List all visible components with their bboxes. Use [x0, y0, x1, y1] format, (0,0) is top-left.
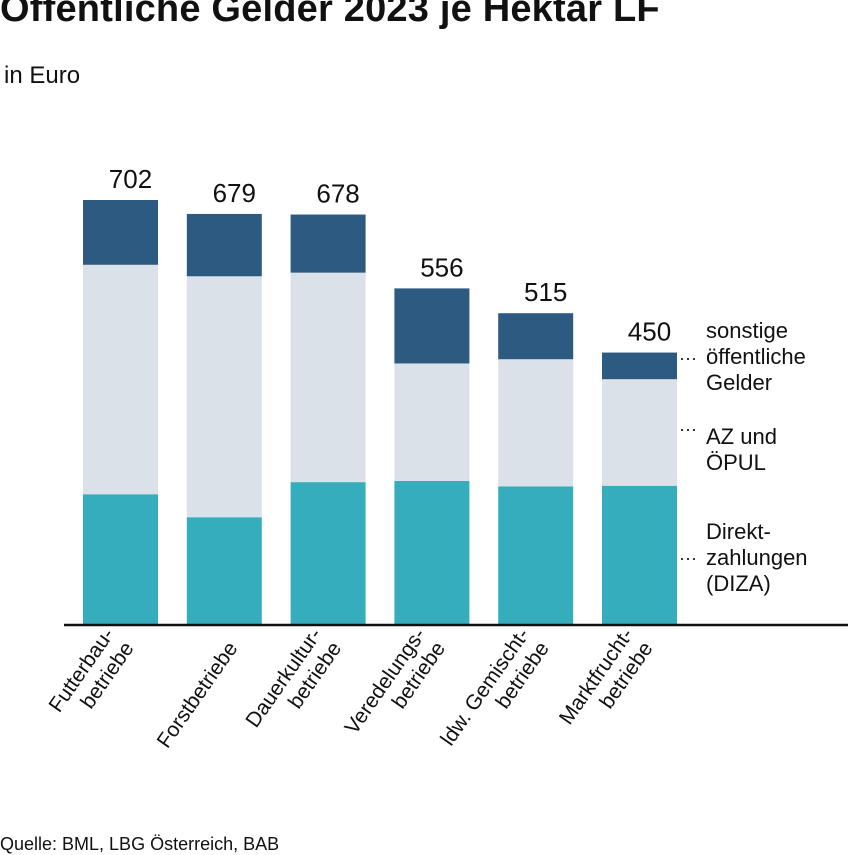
category-label-5: Marktfrucht-betriebe [555, 624, 658, 729]
chart-title: Öffentliche Gelder 2023 je Hektar LF [0, 0, 660, 30]
bar-diza-4 [498, 486, 574, 625]
category-label-1: Forstbetriebe [153, 638, 243, 753]
legend-label-az_oepul: AZ und [706, 424, 777, 449]
category-label-line: Forstbetriebe [153, 638, 243, 753]
total-label-4: 515 [524, 277, 567, 307]
category-label-2: Dauerkultur-betriebe [241, 624, 346, 732]
source-note: Quelle: BML, LBG Österreich, BAB [0, 834, 280, 854]
bar-az_oepul-1 [186, 276, 262, 518]
bar-diza-3 [394, 480, 470, 625]
total-label-5: 450 [628, 317, 671, 347]
total-label-0: 702 [109, 164, 152, 194]
bar-diza-1 [186, 517, 262, 625]
total-label-2: 678 [316, 179, 359, 209]
legend-label-sonstige: öffentliche [706, 344, 806, 369]
legend-leader-sonstige: ··· [679, 348, 697, 368]
bar-az_oepul-2 [290, 272, 366, 483]
bar-az_oepul-0 [83, 264, 158, 495]
legend-label-diza: Direkt- [706, 519, 771, 544]
legend-label-diza: zahlungen [706, 545, 808, 570]
legend-leader-az_oepul: ··· [679, 419, 697, 439]
category-label-3: Veredelungs-betriebe [341, 624, 450, 739]
category-labels-layer: Futterbau-betriebe Forstbetriebe Dauerkult… [45, 624, 658, 753]
legend-leader-diza: ··· [679, 548, 697, 568]
bars-layer [83, 200, 677, 625]
bar-az_oepul-3 [394, 363, 470, 481]
legend-label-sonstige: sonstige [706, 318, 788, 343]
bar-sonstige-1 [186, 213, 262, 277]
total-label-1: 679 [213, 178, 256, 208]
legend-label-sonstige: Gelder [706, 370, 772, 395]
legend-label-diza: (DIZA) [706, 571, 771, 596]
bar-diza-0 [83, 494, 158, 625]
bar-az_oepul-5 [602, 379, 677, 486]
total-label-3: 556 [420, 252, 463, 282]
total-labels-layer: 702 679 678 556 515 450 [109, 164, 671, 347]
bar-sonstige-0 [83, 200, 158, 265]
bar-sonstige-2 [290, 214, 366, 273]
legend-label-az_oepul: ÖPUL [706, 450, 766, 475]
bar-sonstige-4 [498, 313, 574, 360]
bar-sonstige-5 [602, 352, 677, 380]
bar-diza-5 [602, 485, 677, 625]
category-label-0: Futterbau-betriebe [45, 624, 139, 717]
chart-subtitle: in Euro [4, 62, 81, 89]
category-label-4: ldw. Gemischt-betriebe [436, 624, 553, 750]
bar-sonstige-3 [394, 288, 470, 364]
bar-az_oepul-4 [498, 359, 574, 487]
bar-diza-2 [290, 482, 366, 625]
